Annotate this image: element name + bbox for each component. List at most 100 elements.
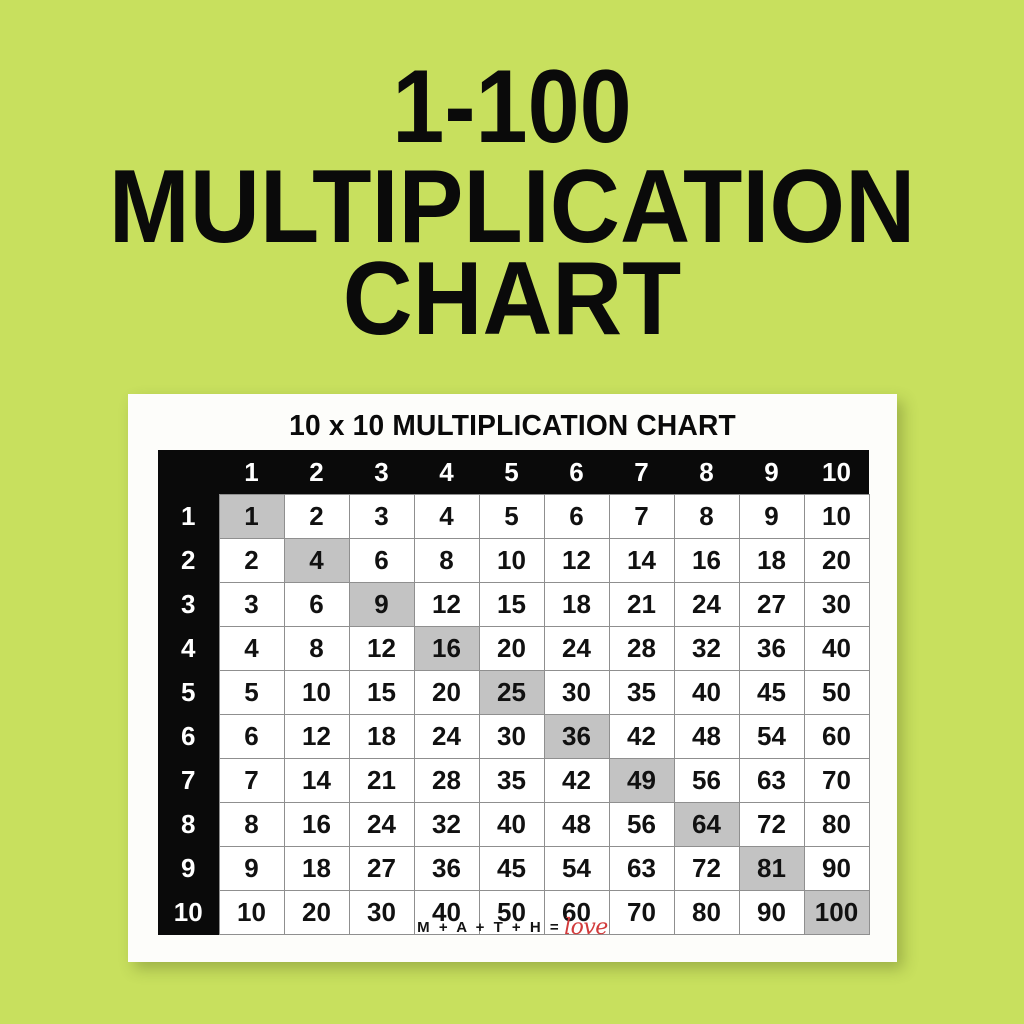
product-cell: 24 — [673, 582, 740, 627]
product-cell: 18 — [283, 846, 350, 891]
product-cell: 7 — [608, 494, 675, 539]
table-row: 2 2 4 6 8 10 12 14 16 18 20 — [158, 538, 870, 583]
headline-line-2: MULTIPLICATION — [108, 149, 916, 265]
product-cell: 9 — [218, 846, 285, 891]
product-cell: 36 — [738, 626, 805, 671]
product-cell: 20 — [478, 626, 545, 671]
product-cell: 20 — [283, 890, 350, 935]
product-cell: 12 — [413, 582, 480, 627]
row-header-4: 4 — [158, 626, 219, 671]
product-cell: 49 — [608, 758, 675, 803]
multiplication-table: 1 2 3 4 5 6 7 8 9 10 1 1 2 3 4 5 6 7 8 9 10 2 2 4 6 8 10 12 14 16 18 2… — [158, 450, 870, 935]
footer-math-text: M + A + T + H = — [417, 919, 562, 936]
product-cell: 12 — [543, 538, 610, 583]
product-cell: 72 — [738, 802, 805, 847]
product-cell: 35 — [608, 670, 675, 715]
product-cell: 80 — [803, 802, 870, 847]
product-cell: 90 — [803, 846, 870, 891]
product-cell: 30 — [348, 890, 415, 935]
product-cell: 2 — [218, 538, 285, 583]
row-header-5: 5 — [158, 670, 219, 715]
table-row: 10 10 20 30 40 50 60 70 80 90 100 — [158, 890, 870, 935]
column-header-8: 8 — [674, 450, 739, 495]
column-header-10: 10 — [804, 450, 869, 495]
product-cell: 28 — [608, 626, 675, 671]
table-row: 5 5 10 15 20 25 30 35 40 45 50 — [158, 670, 870, 715]
product-cell: 6 — [218, 714, 285, 759]
chart-title: 10 x 10 MULTIPLICATION CHART — [289, 410, 736, 442]
row-header-10: 10 — [158, 890, 219, 935]
product-cell: 24 — [543, 626, 610, 671]
product-cell: 21 — [348, 758, 415, 803]
product-cell: 40 — [478, 802, 545, 847]
product-cell: 64 — [673, 802, 740, 847]
product-cell: 14 — [608, 538, 675, 583]
product-cell: 80 — [673, 890, 740, 935]
product-cell: 90 — [738, 890, 805, 935]
product-cell: 50 — [478, 890, 545, 935]
product-cell: 70 — [803, 758, 870, 803]
column-header-5: 5 — [479, 450, 544, 495]
product-cell: 4 — [413, 494, 480, 539]
product-cell: 6 — [283, 582, 350, 627]
table-row: 8 8 16 24 32 40 48 56 64 72 80 — [158, 802, 870, 847]
product-cell: 54 — [738, 714, 805, 759]
chart-card: 10 x 10 MULTIPLICATION CHART 1 2 3 4 5 6 7 8 9 10… — [128, 394, 897, 962]
table-row: 7 7 14 21 28 35 42 49 56 63 70 — [158, 758, 870, 803]
product-cell: 81 — [738, 846, 805, 891]
product-cell: 56 — [608, 802, 675, 847]
row-header-3: 3 — [158, 582, 219, 627]
product-cell: 25 — [478, 670, 545, 715]
product-cell: 6 — [348, 538, 415, 583]
table-header-row: 1 2 3 4 5 6 7 8 9 10 — [158, 450, 869, 495]
product-cell: 8 — [218, 802, 285, 847]
column-header-7: 7 — [609, 450, 674, 495]
table-row: 6 6 12 18 24 30 36 42 48 54 60 — [158, 714, 870, 759]
product-cell: 15 — [348, 670, 415, 715]
product-cell: 10 — [478, 538, 545, 583]
product-cell: 30 — [543, 670, 610, 715]
product-cell: 5 — [218, 670, 285, 715]
product-cell: 36 — [413, 846, 480, 891]
product-cell: 100 — [803, 890, 870, 935]
product-cell: 42 — [543, 758, 610, 803]
product-cell: 32 — [673, 626, 740, 671]
product-cell: 10 — [283, 670, 350, 715]
product-cell: 9 — [738, 494, 805, 539]
product-cell: 14 — [283, 758, 350, 803]
product-cell: 6 — [543, 494, 610, 539]
product-cell: 1 — [218, 494, 285, 539]
product-cell: 5 — [478, 494, 545, 539]
product-cell: 24 — [348, 802, 415, 847]
product-cell: 36 — [543, 714, 610, 759]
product-cell: 8 — [673, 494, 740, 539]
product-cell: 40 — [803, 626, 870, 671]
product-cell: 4 — [218, 626, 285, 671]
product-cell: 60 — [803, 714, 870, 759]
product-cell: 32 — [413, 802, 480, 847]
column-header-4: 4 — [414, 450, 479, 495]
product-cell: 45 — [478, 846, 545, 891]
product-cell: 60 — [543, 890, 610, 935]
product-cell: 63 — [738, 758, 805, 803]
product-cell: 54 — [543, 846, 610, 891]
row-header-6: 6 — [158, 714, 219, 759]
product-cell: 56 — [673, 758, 740, 803]
product-cell: 10 — [803, 494, 870, 539]
product-cell: 70 — [608, 890, 675, 935]
product-cell: 30 — [803, 582, 870, 627]
product-cell: 48 — [673, 714, 740, 759]
column-header-3: 3 — [349, 450, 414, 495]
product-cell: 10 — [218, 890, 285, 935]
product-cell: 42 — [608, 714, 675, 759]
card-footer: M + A + T + H = love — [128, 915, 897, 940]
row-header-1: 1 — [158, 494, 219, 539]
product-cell: 40 — [673, 670, 740, 715]
table-row: 4 4 8 12 16 20 24 28 32 36 40 — [158, 626, 870, 671]
headline-line-1: 1-100 — [392, 49, 632, 165]
table-body: 1 1 2 3 4 5 6 7 8 9 10 2 2 4 6 8 10 12 14 16 18 20 3 3 6 9 12 15 18 2… — [158, 494, 870, 935]
product-cell: 3 — [348, 494, 415, 539]
multiplication-table-wrapper: 1 2 3 4 5 6 7 8 9 10 1 1 2 3 4 5 6 7 8 9 10 2 2 4 6 8 10 12 14 16 18 2… — [158, 450, 870, 935]
product-cell: 15 — [478, 582, 545, 627]
column-header-9: 9 — [739, 450, 804, 495]
